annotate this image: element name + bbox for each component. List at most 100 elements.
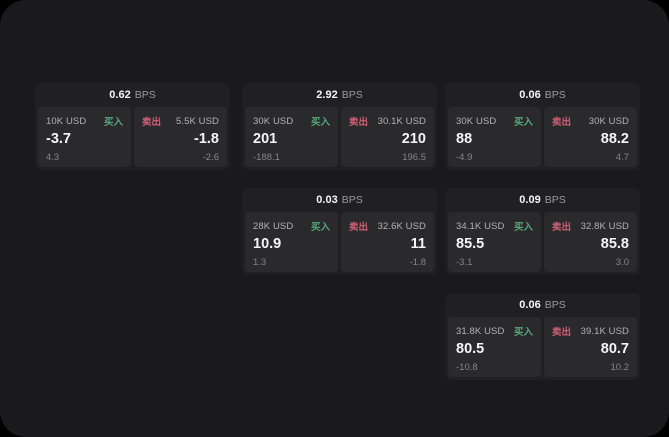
buy-panel-header: 31.8K USD 买入 bbox=[456, 324, 533, 339]
sell-label: 卖出 bbox=[142, 117, 162, 128]
sell-amount: 32.8K USD bbox=[580, 220, 629, 232]
sell-price: 210 bbox=[401, 131, 426, 147]
sell-label: 卖出 bbox=[552, 222, 572, 233]
buy-quote-panel[interactable]: 30K USD 买入 201 -188.1 bbox=[245, 107, 338, 167]
sell-quote-panel[interactable]: 卖出 39.1K USD 80.7 10.2 bbox=[544, 317, 637, 377]
spread-header: 0.06 BPS bbox=[445, 293, 640, 317]
sell-price: 85.8 bbox=[600, 236, 629, 252]
quote-panels: 28K USD 买入 10.9 1.3 卖出 32.6K USD 11 -1.8 bbox=[242, 212, 437, 275]
sell-sub-value: -2.6 bbox=[202, 152, 219, 163]
sell-quote-panel[interactable]: 卖出 5.5K USD -1.8 -2.6 bbox=[134, 107, 227, 167]
buy-price: 85.5 bbox=[456, 236, 485, 252]
sell-panel-header: 卖出 39.1K USD bbox=[552, 324, 629, 339]
buy-quote-panel[interactable]: 28K USD 买入 10.9 1.3 bbox=[245, 212, 338, 272]
sell-sub-value: 3.0 bbox=[615, 257, 629, 268]
quote-card: 0.62 BPS 10K USD 买入 -3.7 4.3 卖出 5.5K USD… bbox=[35, 83, 230, 170]
sell-price: 80.7 bbox=[600, 341, 629, 357]
sell-amount: 39.1K USD bbox=[580, 325, 629, 337]
spread-header: 0.03 BPS bbox=[242, 188, 437, 212]
buy-amount: 34.1K USD bbox=[456, 220, 505, 232]
spread-unit: BPS bbox=[134, 89, 156, 101]
sell-quote-panel[interactable]: 卖出 30.1K USD 210 196.5 bbox=[341, 107, 434, 167]
quote-panels: 30K USD 买入 201 -188.1 卖出 30.1K USD 210 1… bbox=[242, 107, 437, 170]
buy-label: 买入 bbox=[103, 117, 123, 128]
buy-label: 买入 bbox=[513, 117, 533, 128]
spread-value: 0.06 bbox=[519, 299, 541, 311]
sell-sub-value: 10.2 bbox=[610, 362, 630, 373]
spread-unit: BPS bbox=[544, 194, 566, 206]
buy-quote-panel[interactable]: 30K USD 买入 88 -4.9 bbox=[448, 107, 541, 167]
buy-label: 买入 bbox=[513, 222, 533, 233]
sell-amount: 5.5K USD bbox=[175, 115, 219, 127]
spread-value: 0.06 bbox=[519, 89, 541, 101]
buy-label: 买入 bbox=[310, 222, 330, 233]
buy-panel-header: 30K USD 买入 bbox=[456, 114, 533, 129]
quote-card: 2.92 BPS 30K USD 买入 201 -188.1 卖出 30.1K … bbox=[242, 83, 437, 170]
buy-panel-header: 30K USD 买入 bbox=[253, 114, 330, 129]
quote-card: 0.03 BPS 28K USD 买入 10.9 1.3 卖出 32.6K US… bbox=[242, 188, 437, 275]
buy-label: 买入 bbox=[513, 327, 533, 338]
buy-panel-header: 28K USD 买入 bbox=[253, 219, 330, 234]
buy-quote-panel[interactable]: 10K USD 买入 -3.7 4.3 bbox=[38, 107, 131, 167]
sell-label: 卖出 bbox=[349, 222, 369, 233]
buy-amount: 31.8K USD bbox=[456, 325, 505, 337]
sell-amount: 30.1K USD bbox=[377, 115, 426, 127]
buy-price: 80.5 bbox=[456, 341, 485, 357]
buy-amount: 28K USD bbox=[253, 220, 294, 232]
buy-label: 买入 bbox=[310, 117, 330, 128]
spread-header: 0.62 BPS bbox=[35, 83, 230, 107]
buy-quote-panel[interactable]: 31.8K USD 买入 80.5 -10.8 bbox=[448, 317, 541, 377]
buy-price: 10.9 bbox=[253, 236, 282, 252]
sell-label: 卖出 bbox=[349, 117, 369, 128]
spread-header: 0.09 BPS bbox=[445, 188, 640, 212]
sell-quote-panel[interactable]: 卖出 32.8K USD 85.8 3.0 bbox=[544, 212, 637, 272]
buy-amount: 30K USD bbox=[456, 115, 497, 127]
sell-panel-header: 卖出 30.1K USD bbox=[349, 114, 426, 129]
spread-value: 0.09 bbox=[519, 194, 541, 206]
sell-sub-value: 4.7 bbox=[615, 152, 629, 163]
sell-amount: 30K USD bbox=[588, 115, 629, 127]
buy-sub-value: -188.1 bbox=[253, 152, 280, 163]
spread-header: 0.06 BPS bbox=[445, 83, 640, 107]
spread-unit: BPS bbox=[544, 299, 566, 311]
quote-card: 0.06 BPS 31.8K USD 买入 80.5 -10.8 卖出 39.1… bbox=[445, 293, 640, 380]
buy-sub-value: -10.8 bbox=[456, 362, 478, 373]
spread-header: 2.92 BPS bbox=[242, 83, 437, 107]
quote-panels: 30K USD 买入 88 -4.9 卖出 30K USD 88.2 4.7 bbox=[445, 107, 640, 170]
quote-panels: 34.1K USD 买入 85.5 -3.1 卖出 32.8K USD 85.8… bbox=[445, 212, 640, 275]
sell-sub-value: 196.5 bbox=[402, 152, 426, 163]
spread-unit: BPS bbox=[341, 194, 363, 206]
sell-panel-header: 卖出 5.5K USD bbox=[142, 114, 219, 129]
buy-price: 88 bbox=[456, 131, 473, 147]
sell-price: 88.2 bbox=[600, 131, 629, 147]
sell-sub-value: -1.8 bbox=[409, 257, 426, 268]
spread-unit: BPS bbox=[544, 89, 566, 101]
quote-card: 0.09 BPS 34.1K USD 买入 85.5 -3.1 卖出 32.8K… bbox=[445, 188, 640, 275]
buy-panel-header: 10K USD 买入 bbox=[46, 114, 123, 129]
spread-value: 0.62 bbox=[109, 89, 131, 101]
quote-panels: 10K USD 买入 -3.7 4.3 卖出 5.5K USD -1.8 -2.… bbox=[35, 107, 230, 170]
sell-panel-header: 卖出 32.8K USD bbox=[552, 219, 629, 234]
spread-value: 0.03 bbox=[316, 194, 338, 206]
buy-sub-value: -3.1 bbox=[456, 257, 473, 268]
sell-panel-header: 卖出 32.6K USD bbox=[349, 219, 426, 234]
buy-quote-panel[interactable]: 34.1K USD 买入 85.5 -3.1 bbox=[448, 212, 541, 272]
sell-quote-panel[interactable]: 卖出 32.6K USD 11 -1.8 bbox=[341, 212, 434, 272]
buy-amount: 10K USD bbox=[46, 115, 87, 127]
sell-panel-header: 卖出 30K USD bbox=[552, 114, 629, 129]
buy-sub-value: 4.3 bbox=[46, 152, 60, 163]
sell-label: 卖出 bbox=[552, 117, 572, 128]
buy-price: -3.7 bbox=[46, 131, 71, 147]
buy-sub-value: -4.9 bbox=[456, 152, 473, 163]
quote-card: 0.06 BPS 30K USD 买入 88 -4.9 卖出 30K USD 8… bbox=[445, 83, 640, 170]
buy-price: 201 bbox=[253, 131, 278, 147]
sell-quote-panel[interactable]: 卖出 30K USD 88.2 4.7 bbox=[544, 107, 637, 167]
sell-amount: 32.6K USD bbox=[377, 220, 426, 232]
sell-price: -1.8 bbox=[194, 131, 219, 147]
quote-panels: 31.8K USD 买入 80.5 -10.8 卖出 39.1K USD 80.… bbox=[445, 317, 640, 380]
buy-sub-value: 1.3 bbox=[253, 257, 267, 268]
sell-label: 卖出 bbox=[552, 327, 572, 338]
sell-price: 11 bbox=[410, 236, 426, 252]
